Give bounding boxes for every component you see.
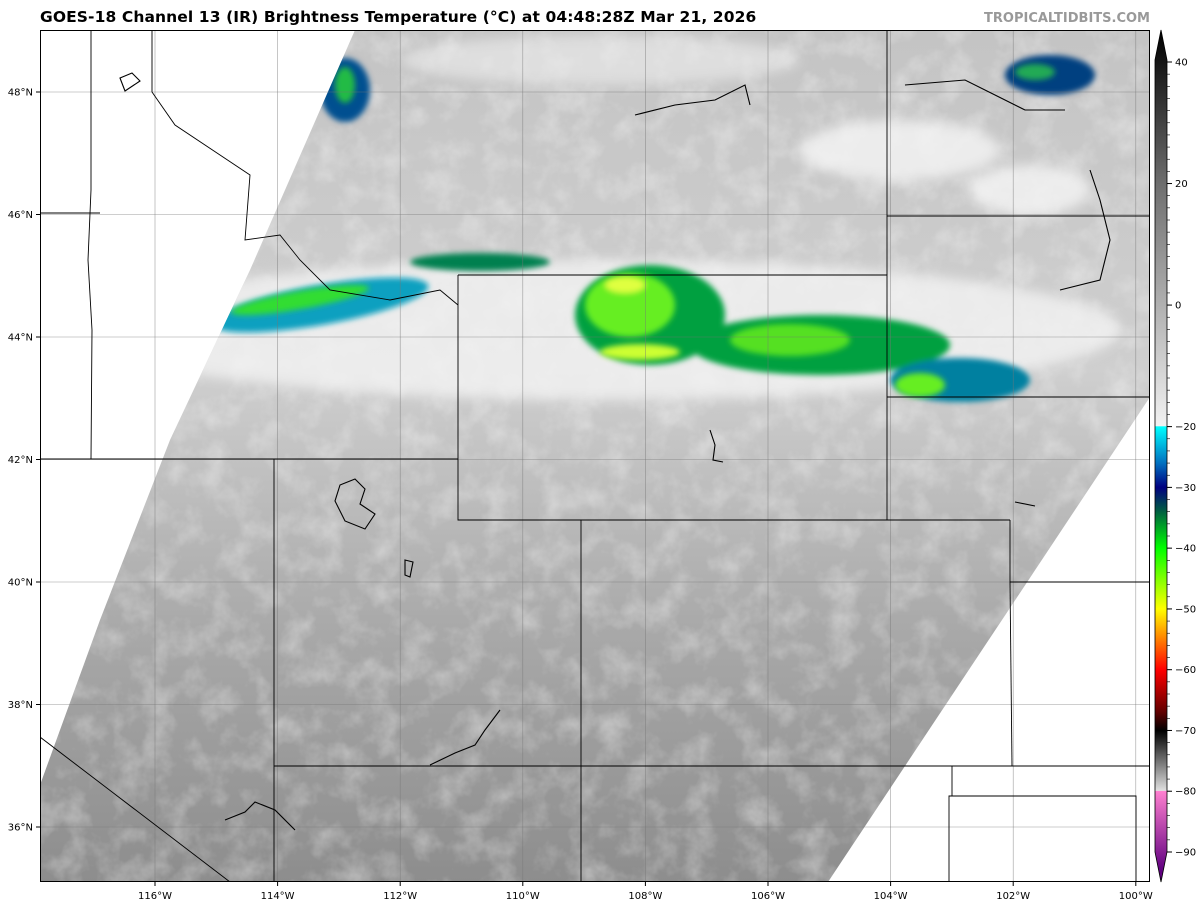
latitude-label: 38°N: [8, 700, 33, 711]
longitude-label: 112°W: [383, 891, 417, 902]
colorbar-label: 20: [1175, 179, 1188, 190]
longitude-label: 104°W: [874, 891, 908, 902]
colorbar-label: −60: [1175, 665, 1196, 676]
colorbar-label: 40: [1175, 58, 1188, 69]
colorbar-label: −20: [1175, 422, 1196, 433]
map-area: [40, 30, 1150, 882]
graticule: [40, 30, 1150, 882]
colorbar-label: −40: [1175, 544, 1196, 555]
watermark: TROPICALTIDBITS.COM: [984, 11, 1150, 26]
longitude-label: 116°W: [138, 891, 172, 902]
latitude-label: 48°N: [8, 88, 33, 99]
latitude-label: 36°N: [8, 823, 33, 834]
colorbar-label: −90: [1175, 848, 1196, 859]
longitude-label: 114°W: [261, 891, 295, 902]
axis-labels: 48°N 46°N 44°N 42°N 40°N 38°N 36°N 116°W 114°W 11…: [8, 88, 1153, 903]
latitude-label: 46°N: [8, 210, 33, 221]
longitude-label: 108°W: [628, 891, 662, 902]
satellite-swath: [40, 30, 1150, 882]
latitude-label: 44°N: [8, 333, 33, 344]
colorbar-scale: [1154, 29, 1168, 883]
colorbar-label: −30: [1175, 483, 1196, 494]
colorbar-label: −80: [1175, 787, 1196, 798]
colorbar: 40 20 0 −20 −30 −40 −50 −60 −70 −80 −90: [1154, 29, 1196, 883]
map-frame: [40, 30, 1150, 882]
longitude-label: 100°W: [1119, 891, 1153, 902]
state-borders: [40, 30, 1150, 882]
lakes-rivers: [119, 72, 1111, 831]
longitude-label: 102°W: [996, 891, 1030, 902]
colorbar-label: −50: [1175, 604, 1196, 615]
colorbar-label: −70: [1175, 726, 1196, 737]
colorbar-label: 0: [1175, 301, 1181, 312]
longitude-label: 110°W: [506, 891, 540, 902]
longitude-label: 106°W: [751, 891, 785, 902]
map-title: GOES-18 Channel 13 (IR) Brightness Tempe…: [40, 8, 757, 26]
latitude-label: 40°N: [8, 578, 33, 589]
convective-clouds: [211, 55, 1095, 402]
latitude-label: 42°N: [8, 455, 33, 466]
